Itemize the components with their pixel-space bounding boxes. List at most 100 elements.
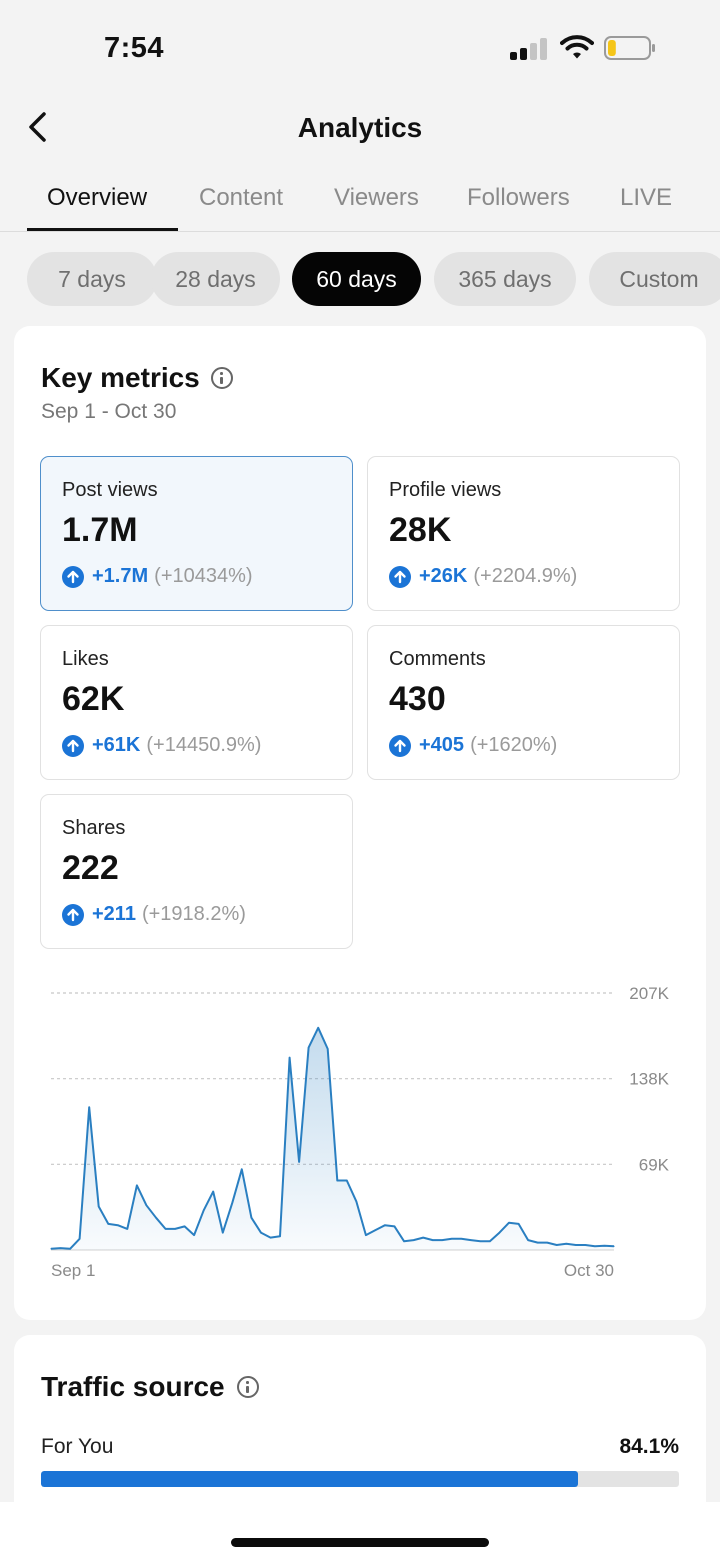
data-point	[498, 1232, 501, 1234]
data-point	[298, 1161, 300, 1163]
info-icon[interactable]	[211, 367, 233, 389]
tab-overview[interactable]: Overview	[47, 184, 148, 211]
arrow-up-icon	[62, 903, 84, 926]
data-point	[269, 1237, 272, 1239]
data-point	[145, 1204, 147, 1206]
date-range-label: Sep 1 - Oct 30	[41, 400, 177, 423]
data-point	[460, 1238, 462, 1240]
tab-followers[interactable]: Followers	[467, 184, 570, 211]
data-point	[241, 1168, 243, 1170]
metric-value: 222	[62, 849, 119, 887]
key-metrics-card: Key metrics Sep 1 - Oct 30 Post views 1.…	[14, 326, 706, 1320]
metric-change: +61K (+14450.9%)	[62, 734, 261, 757]
data-point	[155, 1217, 157, 1219]
data-point	[203, 1209, 205, 1211]
metric-value: 62K	[62, 680, 125, 718]
data-point	[184, 1225, 186, 1227]
metric-percent: (+10434%)	[154, 565, 253, 587]
metric-card-shares[interactable]: Shares 222 +211 (+1918.2%)	[40, 794, 353, 949]
arrow-up-icon	[62, 734, 84, 757]
range-60-days[interactable]: 60 days	[292, 252, 421, 306]
data-point	[451, 1238, 453, 1240]
data-point	[327, 1048, 329, 1050]
tab-bar: Overview Content Viewers Followers LIVE	[0, 166, 720, 232]
data-point	[537, 1242, 539, 1244]
data-point	[413, 1239, 415, 1241]
data-point	[88, 1106, 90, 1108]
back-button[interactable]	[20, 108, 56, 148]
metric-delta: +26K	[419, 565, 468, 587]
tab-viewers[interactable]: Viewers	[334, 184, 419, 211]
metric-delta: +211	[92, 903, 136, 925]
data-point	[174, 1228, 176, 1230]
data-point	[527, 1239, 529, 1241]
metric-percent: (+14450.9%)	[146, 734, 262, 756]
active-tab-indicator	[27, 228, 178, 231]
metric-delta: +1.7M	[92, 565, 149, 587]
traffic-progress-fill	[41, 1471, 578, 1487]
data-point	[79, 1238, 81, 1240]
traffic-source-title: Traffic source	[41, 1371, 225, 1402]
metric-value: 28K	[389, 511, 452, 549]
date-range-selector: 7 days 28 days 60 days 365 days Custom	[0, 252, 720, 306]
data-point	[403, 1240, 405, 1242]
metric-card-profile-views[interactable]: Profile views 28K +26K (+2204.9%)	[367, 456, 680, 611]
page-title: Analytics	[297, 112, 423, 143]
data-point	[432, 1239, 434, 1241]
home-indicator[interactable]	[231, 1538, 489, 1547]
key-metrics-title: Key metrics	[41, 362, 200, 393]
metric-change: +26K (+2204.9%)	[389, 565, 577, 588]
home-indicator-area	[0, 1502, 720, 1560]
data-point	[317, 1027, 319, 1029]
data-point	[365, 1234, 367, 1236]
y-tick-label: 138K	[629, 1070, 669, 1089]
metric-label: Shares	[62, 817, 126, 839]
metric-card-comments[interactable]: Comments 430 +405 (+1620%)	[367, 625, 680, 780]
range-custom[interactable]: Custom	[589, 252, 720, 306]
data-point	[117, 1224, 119, 1226]
metric-delta: +405	[419, 734, 465, 756]
chevron-left-icon	[29, 112, 46, 142]
data-point	[346, 1179, 348, 1182]
data-point	[279, 1235, 281, 1237]
metric-change: +211 (+1918.2%)	[62, 903, 246, 926]
metric-label: Profile views	[389, 479, 502, 501]
data-point	[441, 1239, 443, 1241]
post-views-chart[interactable]: 207K 138K 69K Sep 1 Oct 30	[14, 966, 706, 1296]
range-28-days[interactable]: 28 days	[151, 252, 280, 306]
metric-label: Comments	[389, 648, 486, 670]
metric-card-post-views[interactable]: Post views 1.7M +1.7M (+10434%)	[40, 456, 353, 611]
traffic-label: For You	[41, 1435, 114, 1458]
data-point	[384, 1224, 386, 1226]
data-point	[355, 1201, 357, 1203]
data-point	[98, 1205, 100, 1208]
data-point	[479, 1240, 481, 1242]
arrow-up-icon	[62, 565, 84, 588]
metric-delta: +61K	[92, 734, 141, 756]
data-point	[565, 1243, 567, 1245]
data-point	[164, 1228, 167, 1230]
y-tick-label: 69K	[639, 1155, 670, 1174]
info-icon[interactable]	[237, 1376, 259, 1398]
cellular-signal-icon	[510, 38, 548, 60]
metric-value: 1.7M	[62, 511, 138, 549]
data-point	[260, 1232, 262, 1234]
metric-label: Post views	[62, 479, 158, 501]
data-point	[59, 1247, 62, 1249]
data-point	[613, 1245, 615, 1247]
tab-live[interactable]: LIVE	[620, 184, 673, 211]
data-point	[136, 1184, 138, 1186]
tab-content[interactable]: Content	[199, 184, 284, 211]
data-point	[594, 1245, 596, 1247]
data-point	[69, 1248, 71, 1250]
status-bar: 7:54	[0, 0, 720, 96]
data-point	[126, 1228, 128, 1230]
data-point	[212, 1191, 214, 1193]
data-point	[289, 1057, 291, 1059]
data-point	[222, 1232, 224, 1234]
data-point	[336, 1179, 338, 1182]
metric-card-likes[interactable]: Likes 62K +61K (+14450.9%)	[40, 625, 353, 780]
arrow-up-icon	[389, 734, 411, 757]
range-365-days[interactable]: 365 days	[434, 252, 576, 306]
range-7-days[interactable]: 7 days	[27, 252, 157, 306]
